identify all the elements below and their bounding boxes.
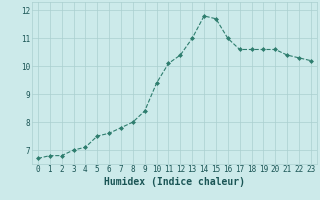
X-axis label: Humidex (Indice chaleur): Humidex (Indice chaleur) (104, 177, 245, 187)
